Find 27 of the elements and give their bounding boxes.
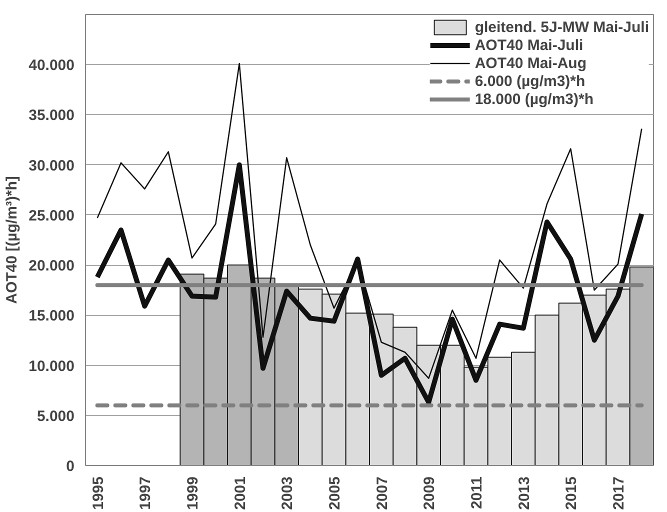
y-tick-label: 30.000 xyxy=(28,157,75,174)
x-tick-label: 1999 xyxy=(184,476,202,510)
x-tick-label: 2017 xyxy=(610,476,628,510)
legend-label: 18.000 (µg/m3)*h xyxy=(474,90,594,108)
y-tick-label: 35.000 xyxy=(28,107,75,124)
x-tick-label: 2015 xyxy=(563,476,580,510)
x-tick-label: 1995 xyxy=(90,476,107,510)
y-tick-label: 5.000 xyxy=(36,408,75,425)
x-tick-label: 2013 xyxy=(516,476,533,510)
x-tick-label: 2001 xyxy=(232,476,249,510)
y-tick-label: 40.000 xyxy=(28,57,75,74)
x-tick-label: 2011 xyxy=(468,476,486,510)
x-tick-label: 2005 xyxy=(326,476,344,510)
x-tick-label: 2009 xyxy=(421,476,438,510)
legend-label: gleitend. 5J-MW Mai-Juli xyxy=(474,18,649,36)
y-tick-label: 15.000 xyxy=(28,308,75,325)
x-tick-label: 1997 xyxy=(137,476,154,510)
y-tick-label: 0 xyxy=(66,458,74,475)
y-axis-title: AOT40 [(µg/m³)*h] xyxy=(4,176,21,304)
y-tick-label: 20.000 xyxy=(28,258,75,275)
y-tick-label: 10.000 xyxy=(28,358,75,375)
legend-label: AOT40 Mai-Juli xyxy=(474,36,584,54)
y-tick-label: 25.000 xyxy=(28,207,75,224)
legend-label: 6.000 (µg/m3)*h xyxy=(474,72,586,90)
x-tick-label: 2003 xyxy=(279,476,296,510)
legend-label: AOT40 Mai-Aug xyxy=(474,54,586,72)
x-tick-label: 2007 xyxy=(374,476,391,510)
